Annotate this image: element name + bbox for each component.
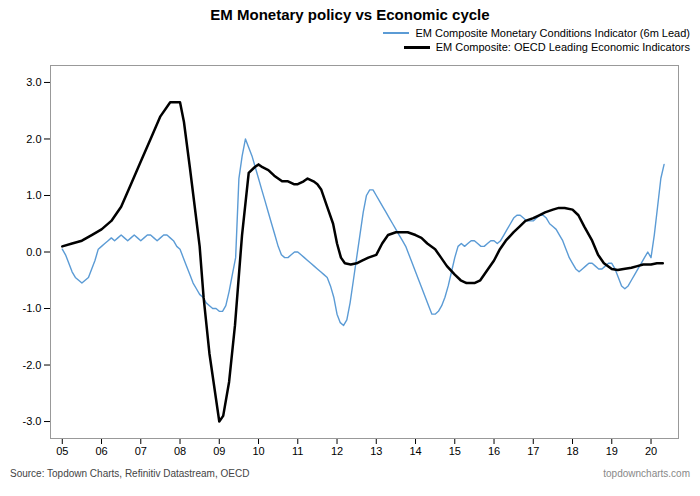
svg-text:-1.0: -1.0	[23, 302, 42, 314]
svg-text:14: 14	[409, 445, 421, 457]
svg-text:05: 05	[56, 445, 68, 457]
svg-text:1.0: 1.0	[26, 189, 41, 201]
svg-text:09: 09	[213, 445, 225, 457]
html-text:Source: Topdown Charts, Refini: Source: Topdown Charts, Refinitiv Datast…	[10, 468, 250, 479]
svg-text:11: 11	[292, 445, 303, 457]
html-text:EM Composite Monetary Conditio: EM Composite Monetary Conditions Indicat…	[415, 27, 690, 39]
html-text:topdowncharts.com: topdowncharts.com	[603, 468, 690, 479]
svg-text:16: 16	[488, 445, 500, 457]
svg-text:0.0: 0.0	[26, 246, 41, 258]
svg-text:2.0: 2.0	[26, 132, 41, 144]
svg-text:08: 08	[174, 445, 186, 457]
svg-text:13: 13	[370, 445, 382, 457]
html-text:EM Composite: OECD Leading Eco: EM Composite: OECD Leading Economic Indi…	[435, 41, 690, 53]
svg-text:-2.0: -2.0	[23, 359, 42, 371]
svg-text:12: 12	[331, 445, 343, 457]
svg-text:18: 18	[566, 445, 578, 457]
svg-text:3.0: 3.0	[26, 76, 41, 88]
svg-text:10: 10	[252, 445, 264, 457]
svg-text:17: 17	[527, 445, 539, 457]
html-text:EM Monetary policy vs Economic: EM Monetary policy vs Economic cycle	[210, 6, 490, 23]
svg-text:-3.0: -3.0	[23, 415, 42, 427]
svg-text:19: 19	[606, 445, 618, 457]
svg-text:20: 20	[645, 445, 657, 457]
svg-text:15: 15	[449, 445, 461, 457]
svg-text:07: 07	[135, 445, 147, 457]
svg-text:06: 06	[95, 445, 107, 457]
